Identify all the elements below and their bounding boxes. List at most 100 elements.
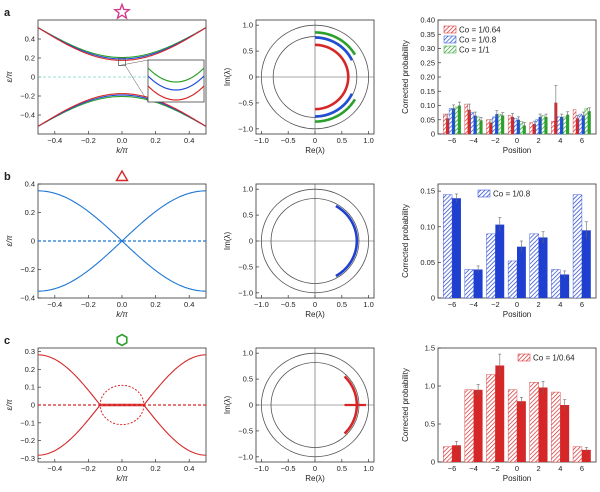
y-tick-label: 0.1 [25,383,35,392]
x-axis-label: Re(λ) [305,310,325,319]
y-tick-label: −0.1 [20,418,35,427]
simulation-bar [470,112,474,135]
y-tick-label: 1.5 [425,344,435,353]
x-tick-label: −0.2 [81,300,96,309]
y-tick-label: 1.0 [243,185,253,194]
y-tick-label: 0.3 [25,347,35,356]
x-tick-label: −0.2 [81,136,96,145]
y-axis-label: ε/π [5,71,14,83]
y-axis-label: Im(λ) [223,396,232,415]
x-tick-label: 1.0 [363,300,373,309]
x-tick-label: 2 [537,464,541,473]
y-tick-label: 0.10 [420,222,435,231]
simulation-bar [572,446,583,463]
x-axis-label: Re(λ) [305,474,325,483]
experiment-bar [517,401,526,462]
legend-swatch [443,25,457,34]
y-tick-label: −1.0 [238,288,253,297]
x-axis-label: k/π [116,310,128,319]
experiment-bar [517,246,526,298]
unit-ring [270,198,360,284]
y-tick-label: 0.10 [420,101,435,110]
x-tick-label: −1.0 [254,300,269,309]
y-tick-label: 0.40 [420,16,435,25]
x-axis-label: Position [503,474,531,483]
x-tick-label: −2 [491,136,500,145]
inset-source-box [118,57,126,66]
experiment-bar [581,230,591,298]
y-tick-label: 0 [431,294,435,303]
experiment-bar [457,105,461,134]
experiment-bar [517,119,520,134]
experiment-bar [538,387,548,462]
experiment-bar [511,116,515,134]
legend-label: Co = 1/0.64 [533,354,575,363]
simulation-bar [513,118,518,135]
x-tick-label: −1.0 [254,136,269,145]
x-tick-label: −6 [448,464,457,473]
y-tick-label: 0 [431,458,435,467]
row-a: a −0.4 −0.2 0.0 0.2 0.4 −0.4 −0.2 0 0.2 0.4 k/π ε/π −… [4,2,597,155]
simulation-bar [442,194,453,299]
experiment-bar [495,224,505,298]
experiment-bar [473,115,477,134]
band-line [37,93,207,127]
x-tick-label: −4 [469,300,478,309]
x-tick-label: −0.5 [281,464,296,473]
eigenvalue-arc [314,43,350,78]
y-axis-label: Corrected probability [401,40,410,114]
y-axis-label: Im(λ) [223,232,232,251]
y-axis-label: ε/π [5,399,14,411]
x-tick-label: 0.4 [184,300,194,309]
legend-label: Co = 1/0.8 [493,190,531,199]
y-tick-label: 0.30 [420,44,435,53]
x-tick-label: 4 [558,300,562,309]
experiment-bar [452,445,461,462]
x-tick-label: 0.0 [117,300,127,309]
simulation-bar [535,119,539,135]
x-tick-label: 0.5 [337,300,347,309]
x-tick-label: 6 [580,136,584,145]
experiment-bar [473,269,483,298]
eigenvalue-arc [335,204,359,278]
row-c: c −0.4 −0.2 0.0 0.2 0.4 −0.3 −0.2 −0.1 0 0.1 0.2 0.3… [4,333,597,483]
simulation-bar [529,233,539,299]
simulation-bar [529,122,533,135]
simulation-bar [486,233,496,299]
experiment-bar [581,115,585,134]
simulation-bar [551,269,561,299]
panel-label: a [4,7,11,19]
triangle-marker-icon [115,169,129,182]
unit-ring [260,352,370,458]
simulation-bar [563,116,567,135]
experiment-bar [473,389,483,462]
x-tick-label: −0.4 [47,136,62,145]
x-tick-label: 0.5 [337,464,347,473]
band-line [37,240,207,292]
y-tick-label: 0 [31,73,35,82]
x-tick-label: −6 [448,136,457,145]
simulation-bar [551,120,555,135]
y-tick-label: 1.0 [425,382,435,391]
experiment-bar [560,405,570,462]
x-tick-label: −4 [469,464,478,473]
legend-swatch [443,35,457,44]
band-line [37,190,207,242]
x-tick-label: 0 [313,300,317,309]
legend-swatch [517,353,531,362]
x-tick-label: −0.4 [47,300,62,309]
x-tick-label: 1.0 [363,136,373,145]
y-tick-label: −0.4 [20,111,35,120]
experiment-bar [581,449,591,462]
x-tick-label: 0 [515,464,519,473]
simulation-bar [464,269,474,299]
y-tick-label: 0.5 [243,375,253,384]
experiment-bar [495,365,505,462]
band-line [37,354,207,405]
y-tick-label: 0.05 [420,115,435,124]
simulation-bar [507,115,512,135]
experiment-bar [538,116,542,134]
inset-box [147,59,205,103]
y-tick-label: 0 [31,401,35,410]
